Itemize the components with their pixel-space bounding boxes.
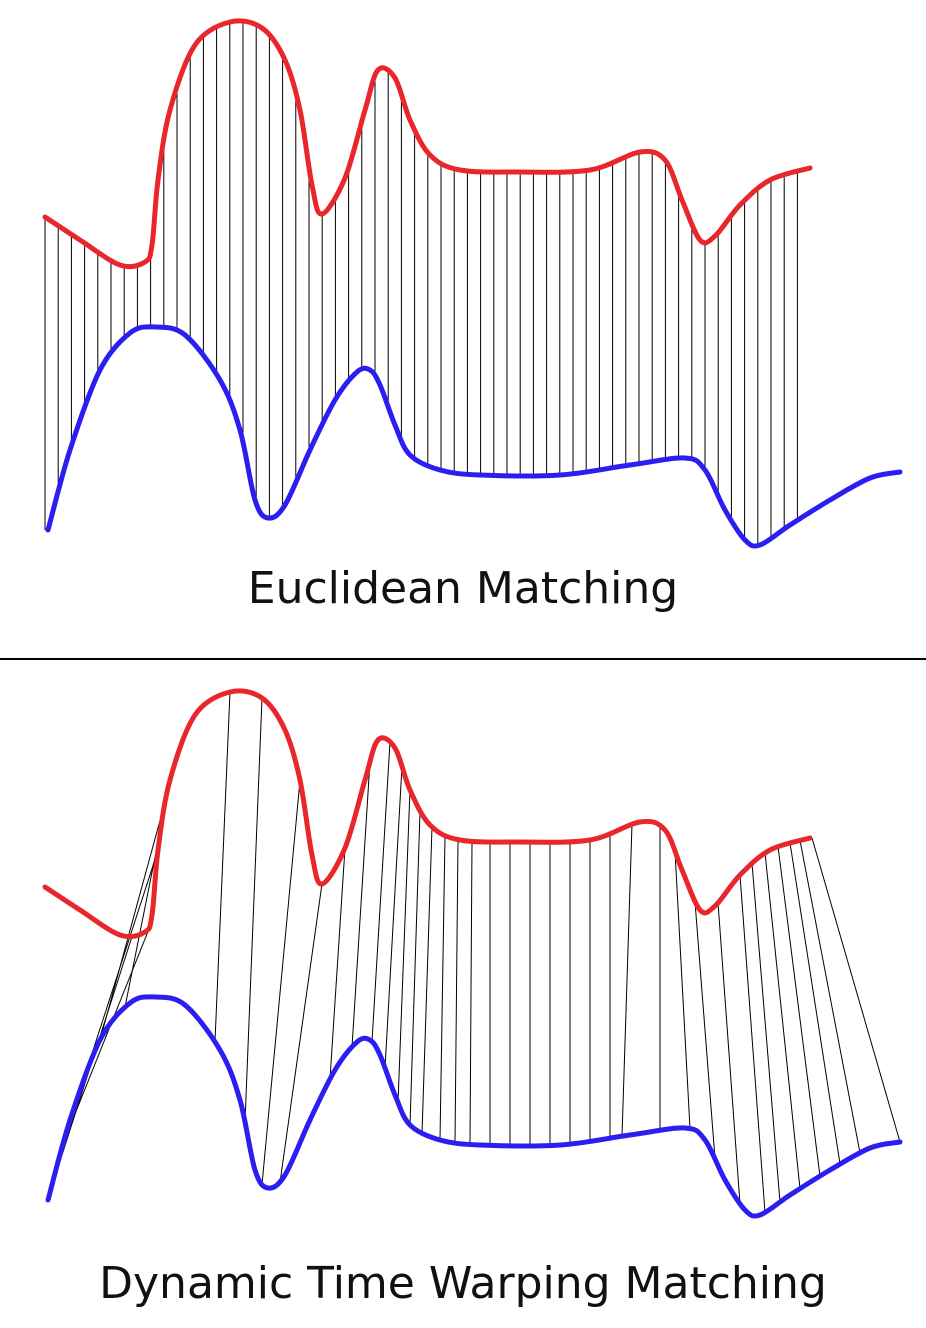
dtw-caption: Dynamic Time Warping Matching — [99, 1258, 827, 1309]
dtw-connector-line — [99, 802, 166, 1041]
euclidean-connectors — [44, 21, 798, 546]
euclidean-lower-series — [45, 324, 903, 549]
dtw-connector-line — [799, 840, 861, 1153]
dtw-connector-line — [261, 780, 301, 1185]
dtw-connector-line — [61, 926, 151, 1147]
euclidean-caption: Euclidean Matching — [248, 563, 678, 614]
euclidean-panel: Euclidean Matching — [42, 18, 903, 614]
dtw-connector-line — [454, 839, 459, 1144]
dtw-connector-line — [717, 902, 741, 1204]
dtw-connector-line — [421, 827, 433, 1134]
dtw-connector-line — [329, 847, 346, 1080]
dtw-connector-line — [469, 841, 473, 1145]
dtw-connector-line — [384, 766, 403, 1069]
dtw-panel: Dynamic Time Warping Matching — [42, 688, 903, 1309]
dtw-connector-line — [397, 789, 411, 1103]
dtw-connector-line — [811, 837, 901, 1143]
dtw-connector-line — [214, 691, 231, 1042]
dtw-connector-line — [751, 863, 781, 1203]
dtw-connector-line — [674, 851, 691, 1129]
dtw-connector-line — [789, 842, 841, 1164]
dtw-connector-line — [621, 824, 633, 1137]
dtw-connector-line — [371, 741, 391, 1042]
dtw-connector-line — [439, 835, 446, 1141]
euclidean-upper-series — [42, 18, 813, 270]
dtw-connector-line — [694, 901, 716, 1159]
dtw-connector-line — [739, 875, 766, 1213]
dtw-connector-line — [351, 761, 371, 1048]
dtw-connector-line — [777, 846, 821, 1177]
dtw-connector-line — [764, 852, 801, 1189]
dtw-connectors — [49, 691, 901, 1213]
dtw-upper-series — [42, 688, 813, 940]
dtw-lower-series — [45, 994, 903, 1219]
dtw-connector-line — [279, 883, 323, 1183]
dtw-connector-line — [409, 811, 421, 1125]
dtw-connector-line — [244, 698, 263, 1122]
